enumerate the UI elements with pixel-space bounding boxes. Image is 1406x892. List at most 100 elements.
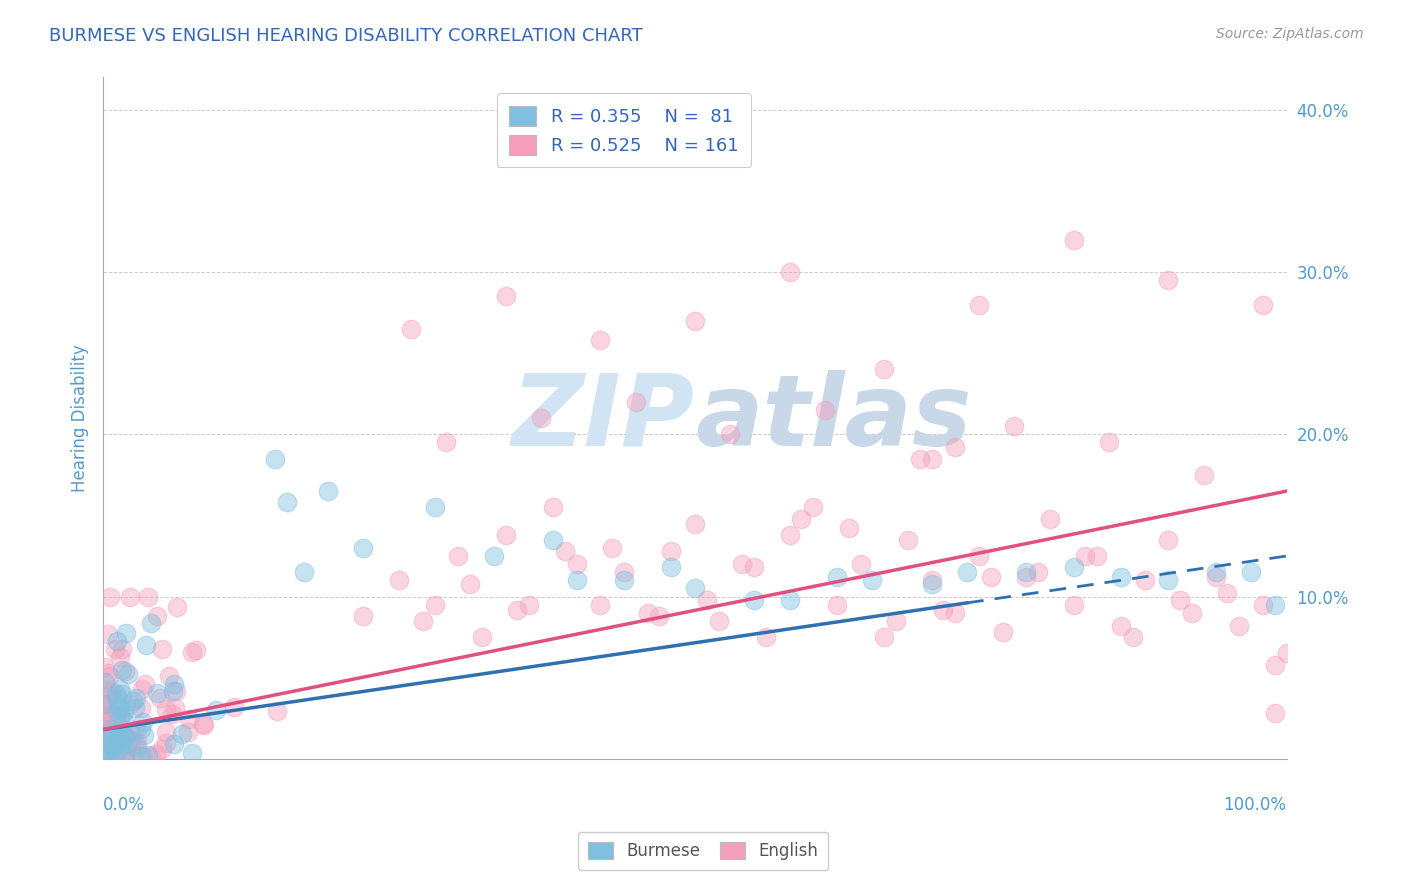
Point bbox=[108, 730, 131, 744]
Point bbox=[921, 576, 943, 591]
Point bbox=[790, 511, 813, 525]
Text: atlas: atlas bbox=[695, 369, 972, 467]
Point bbox=[97, 707, 120, 722]
Point bbox=[565, 557, 588, 571]
Point bbox=[1085, 549, 1108, 563]
Point bbox=[921, 451, 943, 466]
Point bbox=[134, 677, 156, 691]
Point bbox=[1264, 657, 1286, 672]
Point bbox=[97, 666, 120, 681]
Point bbox=[107, 709, 129, 723]
Point bbox=[101, 737, 124, 751]
Point bbox=[97, 627, 120, 641]
Point bbox=[423, 598, 446, 612]
Point bbox=[554, 544, 576, 558]
Point bbox=[742, 560, 765, 574]
Point bbox=[135, 638, 157, 652]
Point bbox=[94, 748, 117, 763]
Text: Source: ZipAtlas.com: Source: ZipAtlas.com bbox=[1216, 27, 1364, 41]
Y-axis label: Hearing Disability: Hearing Disability bbox=[72, 344, 89, 492]
Text: 0.0%: 0.0% bbox=[103, 797, 145, 814]
Point bbox=[114, 730, 136, 744]
Point bbox=[648, 609, 671, 624]
Point bbox=[316, 484, 339, 499]
Point bbox=[110, 708, 132, 723]
Point bbox=[184, 643, 207, 657]
Point bbox=[1205, 566, 1227, 580]
Point bbox=[93, 714, 115, 728]
Point bbox=[155, 725, 177, 739]
Point bbox=[434, 435, 457, 450]
Point bbox=[263, 451, 285, 466]
Point bbox=[94, 722, 117, 736]
Point bbox=[921, 574, 943, 588]
Point bbox=[120, 590, 142, 604]
Point bbox=[991, 625, 1014, 640]
Point bbox=[150, 641, 173, 656]
Point bbox=[1122, 630, 1144, 644]
Point bbox=[93, 660, 115, 674]
Point bbox=[742, 592, 765, 607]
Point bbox=[98, 707, 121, 722]
Legend: Burmese, English: Burmese, English bbox=[578, 832, 828, 871]
Point bbox=[108, 701, 131, 715]
Point bbox=[139, 748, 162, 763]
Point bbox=[114, 746, 136, 760]
Point bbox=[124, 700, 146, 714]
Point bbox=[112, 748, 135, 763]
Point bbox=[132, 714, 155, 729]
Point bbox=[1133, 574, 1156, 588]
Point bbox=[108, 681, 131, 696]
Point bbox=[162, 683, 184, 698]
Point bbox=[108, 698, 131, 713]
Point bbox=[683, 516, 706, 531]
Point bbox=[100, 729, 122, 743]
Point bbox=[101, 684, 124, 698]
Point bbox=[1275, 646, 1298, 660]
Point bbox=[458, 576, 481, 591]
Point bbox=[129, 748, 152, 763]
Point bbox=[1063, 598, 1085, 612]
Point bbox=[101, 739, 124, 753]
Point bbox=[193, 716, 215, 731]
Point bbox=[1109, 570, 1132, 584]
Point bbox=[115, 736, 138, 750]
Point bbox=[98, 688, 121, 702]
Point bbox=[166, 600, 188, 615]
Point bbox=[120, 724, 142, 739]
Point bbox=[266, 704, 288, 718]
Point bbox=[111, 663, 134, 677]
Point bbox=[111, 687, 134, 701]
Point bbox=[105, 634, 128, 648]
Point bbox=[163, 701, 186, 715]
Point bbox=[897, 533, 920, 547]
Point bbox=[96, 744, 118, 758]
Point bbox=[146, 686, 169, 700]
Point bbox=[125, 740, 148, 755]
Point bbox=[120, 739, 142, 753]
Point bbox=[100, 732, 122, 747]
Point bbox=[412, 614, 434, 628]
Point bbox=[517, 598, 540, 612]
Point bbox=[93, 707, 115, 722]
Point bbox=[565, 574, 588, 588]
Point bbox=[120, 734, 142, 748]
Point bbox=[683, 582, 706, 596]
Point bbox=[114, 748, 136, 763]
Point bbox=[683, 314, 706, 328]
Point bbox=[1216, 586, 1239, 600]
Point bbox=[967, 297, 990, 311]
Point bbox=[447, 549, 470, 563]
Point bbox=[145, 747, 167, 761]
Point bbox=[1264, 706, 1286, 721]
Point bbox=[718, 427, 741, 442]
Point bbox=[110, 737, 132, 751]
Point bbox=[589, 333, 612, 347]
Point bbox=[1251, 598, 1274, 612]
Point bbox=[600, 541, 623, 555]
Point bbox=[93, 732, 115, 747]
Point bbox=[825, 598, 848, 612]
Point bbox=[825, 570, 848, 584]
Point bbox=[801, 500, 824, 515]
Point bbox=[943, 606, 966, 620]
